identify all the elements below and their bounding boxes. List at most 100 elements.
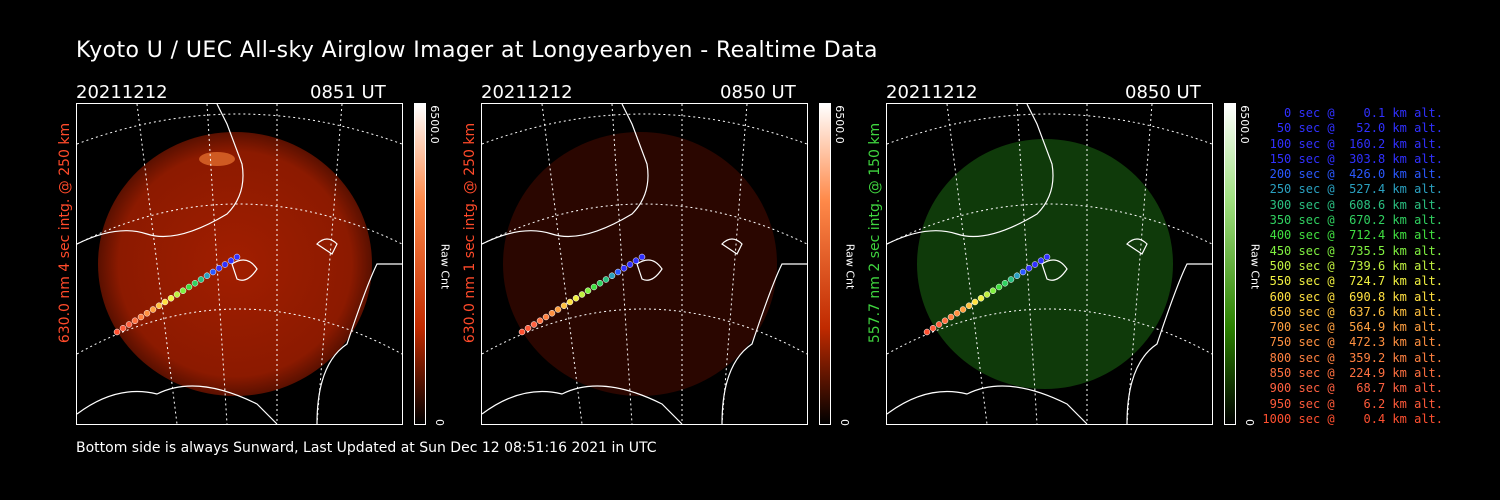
trajectory-point [530, 321, 538, 328]
legend-entry: 250 sec @ 527.4 km alt. [1262, 182, 1443, 197]
trajectory-legend: 0 sec @ 0.1 km alt. 50 sec @ 52.0 km alt… [1262, 106, 1443, 427]
panel-1-map [77, 104, 402, 424]
legend-entry: 850 sec @ 224.9 km alt. [1262, 366, 1443, 381]
trajectory-point [935, 321, 943, 328]
panel-2-colorbar [819, 103, 831, 425]
trajectory-point [1025, 265, 1033, 272]
legend-entry: 550 sec @ 724.7 km alt. [1262, 274, 1443, 289]
trajectory-point [566, 298, 574, 306]
legend-entry: 400 sec @ 712.4 km alt. [1262, 228, 1443, 243]
trajectory-point [941, 317, 949, 324]
trajectory-point [1031, 261, 1039, 268]
trajectory-point [233, 253, 241, 261]
page-title: Kyoto U / UEC All-sky Airglow Imager at … [76, 38, 878, 63]
trajectory-point [149, 306, 157, 313]
trajectory-point [125, 321, 133, 328]
legend-entry: 100 sec @ 160.2 km alt. [1262, 136, 1443, 151]
coastline [887, 104, 1212, 424]
trajectory-point [1019, 268, 1027, 276]
panel-3-map [887, 104, 1212, 424]
panel-3-ylabel: 557.7 nm 2 sec intg. @ 150 km [867, 122, 883, 344]
trajectory-point [572, 295, 580, 302]
trajectory-point [923, 328, 931, 336]
trajectory [518, 253, 646, 336]
airglow-disk [503, 132, 777, 396]
trajectory-point [155, 302, 163, 309]
panel-1-colorbar [414, 103, 426, 425]
airglow-disk [98, 132, 372, 396]
panel-2-cbar-min: 0 [838, 419, 851, 426]
airglow-disk [917, 139, 1173, 389]
trajectory-point [638, 253, 646, 261]
trajectory-point [626, 261, 634, 268]
legend-entry: 800 sec @ 359.2 km alt. [1262, 350, 1443, 365]
legend-entry: 200 sec @ 426.0 km alt. [1262, 167, 1443, 182]
trajectory-point [971, 298, 979, 306]
trajectory-point [554, 306, 562, 313]
legend-entry: 900 sec @ 68.7 km alt. [1262, 381, 1443, 396]
trajectory-point [989, 287, 997, 294]
trajectory-point [1013, 272, 1021, 279]
trajectory-point [113, 328, 121, 336]
panel-2-ylabel: 630.0 nm 1 sec intg. @ 250 km [462, 122, 478, 344]
panel-3-cbar-label: Raw Cnt [1248, 243, 1262, 290]
legend-entry: 700 sec @ 564.9 km alt. [1262, 320, 1443, 335]
trajectory-point [596, 280, 604, 287]
legend-entry: 50 sec @ 52.0 km alt. [1262, 121, 1443, 136]
trajectory-point [518, 328, 526, 336]
panel-1-cbar-max: 6500.0 [427, 105, 441, 144]
trajectory-point [608, 272, 616, 279]
trajectory-point [614, 268, 622, 276]
trajectory-point [959, 306, 967, 313]
trajectory-point [965, 302, 973, 309]
trajectory-point [167, 295, 175, 302]
legend-entry: 950 sec @ 6.2 km alt. [1262, 396, 1443, 411]
legend-entry: 500 sec @ 739.6 km alt. [1262, 258, 1443, 273]
legend-entry: 650 sec @ 637.6 km alt. [1262, 304, 1443, 319]
trajectory-point [602, 276, 610, 283]
trajectory-point [119, 325, 127, 332]
trajectory-point [620, 265, 628, 272]
trajectory-point [221, 261, 229, 268]
trajectory-point [161, 298, 169, 306]
panel-1-cbar-min: 0 [433, 419, 446, 426]
panel-1-cbar-label: Raw Cnt [438, 243, 452, 290]
panel-2-cbar-max: 6500.0 [832, 105, 846, 144]
trajectory-point [548, 310, 556, 317]
trajectory-point [947, 313, 955, 321]
trajectory [113, 253, 241, 336]
trajectory-point [536, 317, 544, 324]
trajectory-point [203, 272, 211, 279]
trajectory-point [977, 295, 985, 302]
trajectory-point [524, 325, 532, 332]
trajectory-point [143, 310, 151, 317]
trajectory-point [1007, 276, 1015, 283]
panel-1-time: 0851 UT [310, 82, 386, 103]
trajectory-point [209, 268, 217, 276]
panel-2-map [482, 104, 807, 424]
trajectory-point [191, 280, 199, 287]
panel-3-cbar-min: 0 [1243, 419, 1256, 426]
trajectory-point [983, 291, 991, 298]
panel-3-time: 0850 UT [1125, 82, 1201, 103]
coastline [77, 104, 402, 424]
panel-3-date: 20211212 [886, 82, 978, 103]
trajectory-point [185, 283, 193, 291]
legend-entry: 300 sec @ 608.6 km alt. [1262, 197, 1443, 212]
trajectory-point [929, 325, 937, 332]
legend-entry: 1000 sec @ 0.4 km alt. [1262, 411, 1443, 426]
panel-1-image [76, 103, 403, 425]
panel-3-cbar-max: 6500.0 [1237, 105, 1251, 144]
panel-2-cbar-label: Raw Cnt [843, 243, 857, 290]
panel-1-ylabel: 630.0 nm 4 sec intg. @ 250 km [57, 122, 73, 344]
trajectory-point [584, 287, 592, 294]
panel-2-image [481, 103, 808, 425]
trajectory-point [590, 283, 598, 291]
trajectory-point [173, 291, 181, 298]
trajectory-point [131, 317, 139, 324]
legend-entry: 450 sec @ 735.5 km alt. [1262, 243, 1443, 258]
trajectory-point [215, 265, 223, 272]
panel-1-date: 20211212 [76, 82, 168, 103]
footer-note: Bottom side is always Sunward, Last Upda… [76, 440, 657, 456]
trajectory-point [227, 257, 235, 264]
